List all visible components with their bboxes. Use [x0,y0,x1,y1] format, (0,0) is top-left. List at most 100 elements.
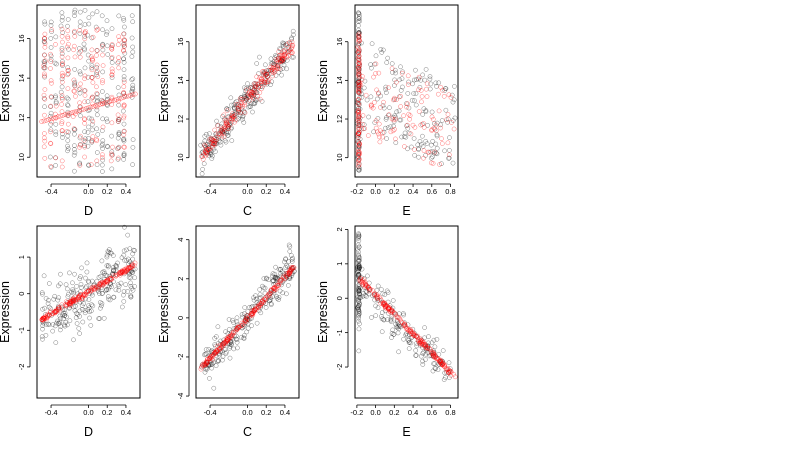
y-tick-label: -2 [335,364,344,371]
data-point [439,118,445,123]
data-point [95,26,101,32]
trend-point [62,112,68,118]
data-point [116,65,122,71]
data-point [42,74,47,80]
trend-point [102,100,108,106]
data-point [60,135,65,140]
data-point [224,130,230,136]
data-point [289,39,295,45]
data-point [72,79,78,85]
data-point [218,142,224,148]
data-point [90,303,96,309]
data-point [94,68,100,74]
data-point [385,317,390,323]
y-tick-label: 0 [176,316,185,320]
data-point [71,43,77,49]
data-point [356,310,362,316]
data-point [240,114,245,120]
data-point [280,40,286,46]
data-point [356,252,361,258]
data-point [85,99,91,104]
data-point [262,79,267,85]
data-point [369,315,374,320]
data-point [94,162,100,168]
data-point [374,296,380,301]
data-point [357,156,362,162]
data-point [400,69,405,75]
data-point [217,343,223,348]
data-point [130,145,136,150]
data-point [77,308,83,314]
data-point [72,147,77,152]
data-point [90,94,95,100]
data-point [405,122,410,128]
data-point [100,69,106,75]
data-point [203,150,209,156]
data-point [211,385,217,391]
data-point [48,103,54,109]
data-point [261,285,266,291]
data-point [97,300,103,305]
data-point [71,88,77,94]
data-point [65,65,71,70]
data-point [60,30,66,35]
data-point [409,97,415,103]
data-point [417,336,423,341]
data-point [373,125,379,131]
y-axis: -2 -1 0 1 [17,255,31,370]
data-point [109,46,115,52]
data-point [362,78,368,84]
data-point [253,84,258,90]
data-point [130,19,136,25]
data-point [82,65,88,71]
data-point [389,61,395,66]
data-point [94,91,100,97]
data-point [53,42,58,47]
data-point [200,362,206,367]
x-tick-label: 0.2 [261,408,271,417]
data-point [212,342,218,347]
data-point [417,84,423,90]
trend-point [41,118,47,124]
data-point [42,138,48,144]
x-tick-label: 0.2 [389,187,399,196]
trend-point [69,110,75,115]
data-point [101,269,107,274]
data-point [94,65,100,70]
data-point [239,312,245,317]
data-point [51,296,57,302]
data-point [228,122,234,127]
data-point [356,152,362,158]
data-point [207,131,212,137]
data-point [121,79,127,85]
data-point [379,329,385,335]
data-point [88,54,94,60]
data-point [122,41,127,47]
trend-point [53,115,59,120]
panel-4: -0.4 0.0 0.2 0.4 D -2 -1 0 1 Expression [0,224,141,439]
data-point [224,108,230,114]
data-point [356,318,361,324]
data-point [268,56,274,62]
data-point [48,94,54,100]
data-point [90,34,96,40]
data-point [239,102,245,108]
data-point [231,320,236,325]
data-point [104,252,110,258]
data-point [421,125,427,130]
data-point [388,319,394,324]
data-point [369,103,374,108]
data-point [242,305,248,310]
data-point [103,288,109,294]
data-point [405,73,411,79]
data-point [383,305,388,310]
y-tick-label: 2 [176,277,185,281]
data-point [369,41,375,47]
data-point [41,316,47,322]
data-point [405,146,410,152]
data-point [40,315,46,321]
data-point [241,120,247,125]
data-point [72,54,78,60]
x-tick-label: 0.2 [261,187,271,196]
data-point [392,312,397,318]
